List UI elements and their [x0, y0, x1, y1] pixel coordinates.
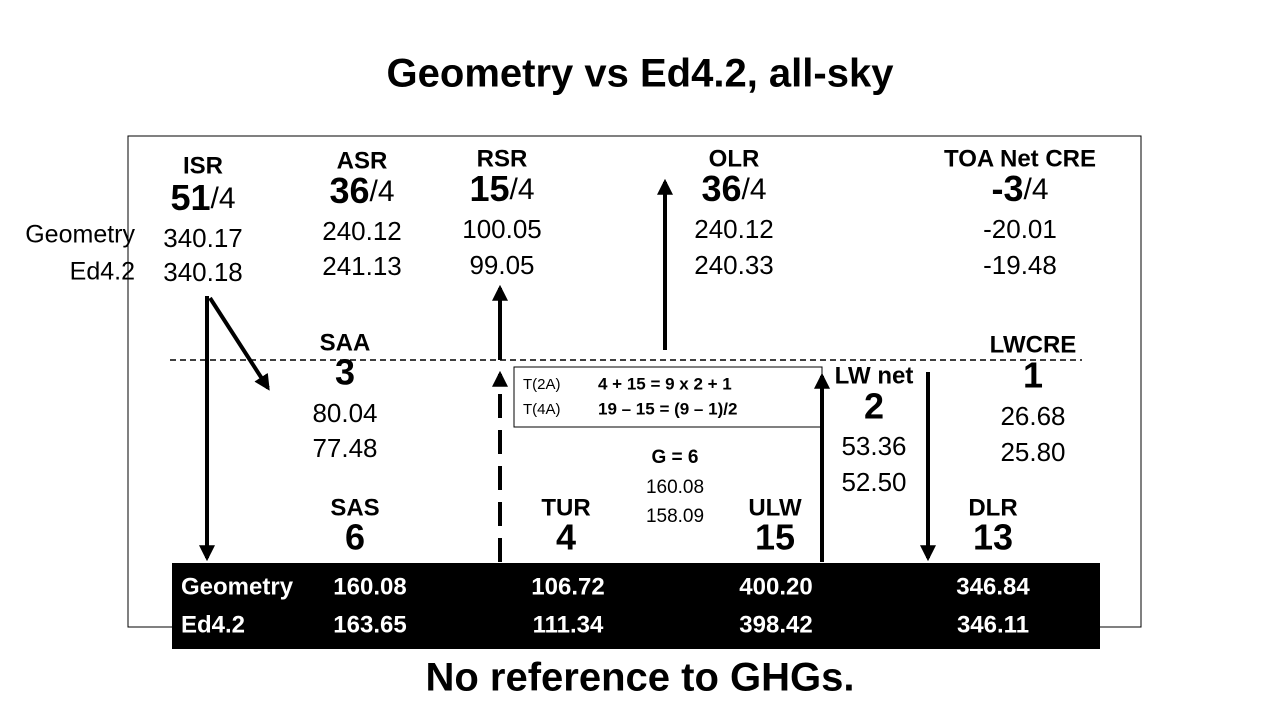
- table-cell: 346.84: [956, 573, 1030, 600]
- flux-label: ULW: [748, 494, 802, 521]
- surface-bar: [172, 563, 1100, 649]
- flux-label: TUR: [541, 494, 590, 521]
- table-cell: 163.65: [333, 611, 406, 638]
- title: Geometry vs Ed4.2, all-sky: [387, 52, 895, 96]
- flux-units: -3/4: [991, 168, 1048, 209]
- geometry-value: 100.05: [462, 214, 542, 244]
- ed42-value: 52.50: [841, 467, 906, 497]
- ed42-value: 241.13: [322, 251, 402, 281]
- geometry-value: 240.12: [322, 216, 402, 246]
- flux-label: OLR: [709, 145, 760, 172]
- units-number: 51: [170, 177, 210, 218]
- geometry-value: 160.08: [646, 477, 704, 498]
- units-fraction: /4: [510, 173, 535, 206]
- flux-label: ASR: [337, 147, 388, 174]
- units-fraction: /4: [211, 182, 236, 215]
- flux-units: 3: [335, 352, 355, 393]
- table-cell: 111.34: [533, 611, 604, 638]
- equation-box: [513, 366, 823, 428]
- units-number: -3: [991, 168, 1023, 209]
- flux-units: 1: [1023, 355, 1043, 396]
- ed42-value: 340.18: [163, 257, 243, 287]
- flux-units: 2: [864, 386, 884, 427]
- table-cell: 346.11: [957, 611, 1029, 638]
- geometry-value: 340.17: [163, 223, 243, 253]
- equation-label: T(4A): [523, 401, 561, 418]
- flux-units: 36/4: [701, 168, 766, 209]
- ed42-value: 158.09: [646, 506, 704, 527]
- ed42-value: 77.48: [312, 433, 377, 463]
- flux-label: RSR: [477, 145, 528, 172]
- flux-label: SAA: [320, 329, 371, 356]
- table-cell: 160.08: [333, 573, 406, 600]
- geometry-value: -20.01: [983, 214, 1057, 244]
- table-row-label: Ed4.2: [181, 611, 245, 638]
- g-label: G = 6: [652, 447, 699, 468]
- flux-label: ISR: [183, 152, 223, 179]
- flux-label: LW net: [835, 362, 914, 389]
- units-number: 36: [701, 168, 741, 209]
- units-fraction: /4: [370, 175, 395, 208]
- table-cell: 400.20: [739, 573, 812, 600]
- ed42-value: 99.05: [469, 250, 534, 280]
- geometry-value: 26.68: [1000, 401, 1065, 431]
- row-label: Geometry: [25, 221, 135, 249]
- equation-label: T(2A): [523, 376, 561, 393]
- table-cell: 106.72: [531, 573, 604, 600]
- ed42-value: 25.80: [1000, 437, 1065, 467]
- equation: 4 + 15 = 9 x 2 + 1: [598, 374, 732, 393]
- units-fraction: /4: [1023, 173, 1048, 206]
- geometry-value: 80.04: [312, 398, 377, 428]
- flux-units: 15: [755, 517, 795, 558]
- flux-units: 51/4: [170, 177, 235, 218]
- units-number: 15: [469, 168, 509, 209]
- table-row-label: Geometry: [181, 573, 294, 600]
- geometry-value: 53.36: [841, 431, 906, 461]
- saa-arrow: [208, 296, 270, 391]
- ed42-value: -19.48: [983, 250, 1057, 280]
- flux-units: 6: [345, 517, 365, 558]
- flux-units: 36/4: [329, 170, 394, 211]
- table-cell: 398.42: [739, 611, 812, 638]
- units-number: 36: [329, 170, 369, 211]
- flux-units: 15/4: [469, 168, 534, 209]
- geometry-value: 240.12: [694, 214, 774, 244]
- units-fraction: /4: [742, 173, 767, 206]
- flux-label: SAS: [330, 494, 379, 521]
- flux-units: 13: [973, 517, 1013, 558]
- flux-label: LWCRE: [990, 331, 1077, 358]
- arrows: [199, 178, 936, 562]
- flux-units: 4: [556, 517, 576, 558]
- footer: No reference to GHGs.: [425, 656, 854, 700]
- flux-label: TOA Net CRE: [944, 145, 1096, 172]
- flux-label: DLR: [968, 494, 1017, 521]
- ed42-value: 240.33: [694, 250, 774, 280]
- equation: 19 – 15 = (9 – 1)/2: [598, 399, 737, 418]
- row-label: Ed4.2: [70, 258, 135, 286]
